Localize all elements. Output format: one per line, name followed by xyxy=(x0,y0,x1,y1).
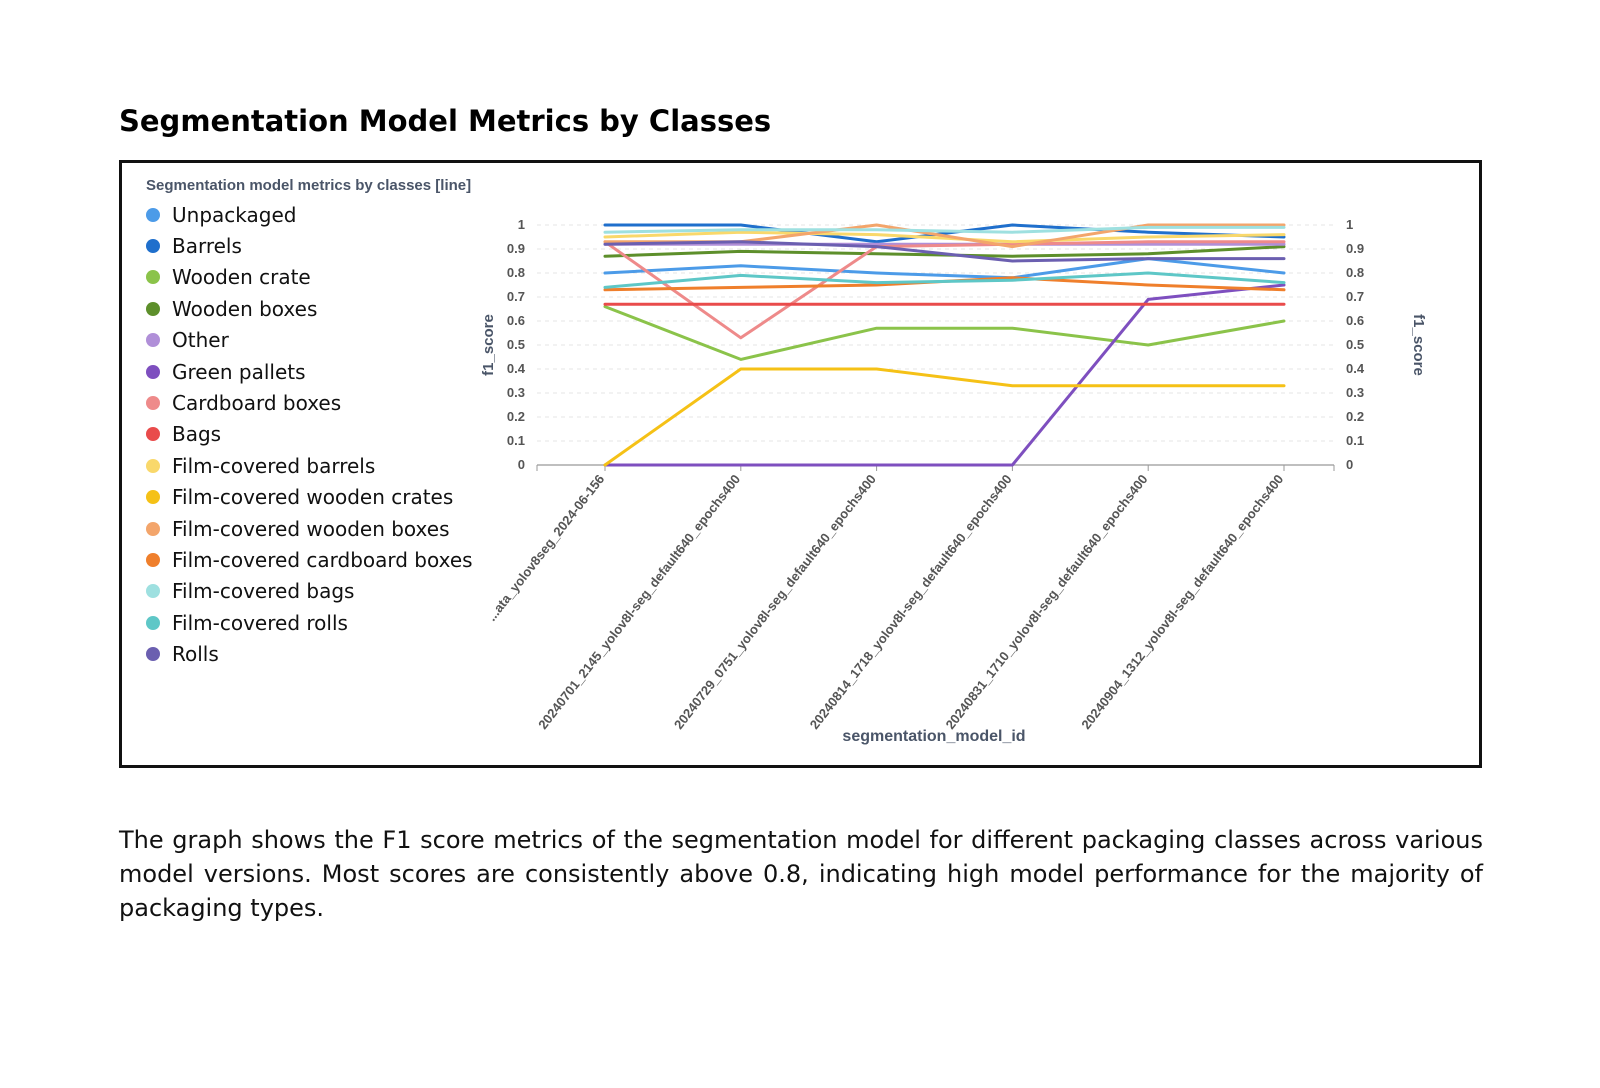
legend-item[interactable]: Rolls xyxy=(146,638,473,669)
legend-item[interactable]: Other xyxy=(146,325,473,356)
legend-item[interactable]: Green pallets xyxy=(146,356,473,387)
series-line-cardboard-boxes xyxy=(603,240,1286,340)
y-tick-label: 0.9 xyxy=(507,241,525,256)
legend-item[interactable]: Film-covered rolls xyxy=(146,607,473,638)
legend-swatch xyxy=(146,427,160,442)
chart-description: The graph shows the F1 score metrics of … xyxy=(119,826,1483,922)
legend-item[interactable]: Wooden boxes xyxy=(146,293,473,324)
legend-label: Wooden crate xyxy=(172,265,311,290)
y-tick-label: 0.8 xyxy=(507,265,525,280)
series-line-unpackaged xyxy=(603,257,1286,280)
series-line-barrels xyxy=(603,223,1286,244)
legend-label: Wooden boxes xyxy=(172,296,318,321)
series-line-film-covered-wooden-crates xyxy=(603,367,1286,467)
y-tick-label: 0.2 xyxy=(507,409,525,424)
legend-label: Cardboard boxes xyxy=(172,391,342,416)
y-axis-title-right: f1_score xyxy=(1410,314,1427,376)
series-line-film-covered-bags xyxy=(603,225,1286,234)
legend-swatch xyxy=(146,396,160,411)
legend-label: Film-covered wooden boxes xyxy=(172,516,450,541)
legend-label: Film-covered cardboard boxes xyxy=(172,547,473,572)
legend-label: Film-covered rolls xyxy=(172,610,348,635)
y-tick-label: 0.1 xyxy=(507,433,525,448)
legend-swatch xyxy=(146,615,160,630)
legend-label: Green pallets xyxy=(172,359,306,384)
legend-label: Other xyxy=(172,328,229,353)
series-line-rolls xyxy=(603,240,1286,263)
legend-label: Film-covered bags xyxy=(172,579,355,604)
y-tick-label: 0.3 xyxy=(507,385,525,400)
y-tick-label-right: 0.4 xyxy=(1346,361,1365,376)
legend-item[interactable]: Cardboard boxes xyxy=(146,387,473,418)
y-tick-label: 0.6 xyxy=(507,313,525,328)
legend-swatch xyxy=(146,521,160,536)
x-axis-title: segmentation_model_id xyxy=(842,728,1025,745)
legend-swatch xyxy=(146,239,160,254)
legend-label: Barrels xyxy=(172,234,242,259)
y-tick-label: 0 xyxy=(518,457,525,472)
y-tick-label: 1 xyxy=(518,217,525,232)
y-tick-label: 0.7 xyxy=(507,289,525,304)
legend-swatch xyxy=(146,552,160,567)
y-axis-title: f1_score xyxy=(480,314,497,376)
y-tick-label-right: 0.3 xyxy=(1346,385,1364,400)
y-tick-label-right: 0.2 xyxy=(1346,409,1364,424)
legend-label: Film-covered wooden crates xyxy=(172,485,454,510)
legend-swatch xyxy=(146,458,160,473)
y-tick-label-right: 0.1 xyxy=(1346,433,1364,448)
y-tick-label-right: 0 xyxy=(1346,457,1353,472)
legend-label: Rolls xyxy=(172,642,219,667)
legend-label: Unpackaged xyxy=(172,202,297,227)
chart-title: Segmentation model metrics by classes [l… xyxy=(146,177,472,194)
series-line-film-covered-rolls xyxy=(603,271,1286,289)
legend-swatch xyxy=(146,647,160,662)
y-tick-label-right: 1 xyxy=(1346,217,1353,232)
y-tick-label-right: 0.9 xyxy=(1346,241,1364,256)
series-line-film-covered-barrels xyxy=(603,230,1286,244)
y-tick-label-right: 0.7 xyxy=(1346,289,1364,304)
chart-container: Segmentation model metrics by classes [l… xyxy=(119,160,1482,768)
legend-item[interactable]: Barrels xyxy=(146,230,473,261)
legend-label: Bags xyxy=(172,422,222,447)
legend-item[interactable]: Film-covered cardboard boxes xyxy=(146,544,473,575)
y-tick-label-right: 0.8 xyxy=(1346,265,1364,280)
legend-item[interactable]: Film-covered wooden boxes xyxy=(146,513,473,544)
legend-swatch xyxy=(146,490,160,505)
series-line-wooden-crate xyxy=(603,305,1286,361)
legend-item[interactable]: Wooden crate xyxy=(146,262,473,293)
series-line-green-pallets xyxy=(603,283,1286,467)
legend-item[interactable]: Film-covered barrels xyxy=(146,450,473,481)
legend-swatch xyxy=(146,364,160,379)
legend-swatch xyxy=(146,301,160,316)
page-title: Segmentation Model Metrics by Classes xyxy=(119,104,772,138)
legend-item[interactable]: Film-covered bags xyxy=(146,576,473,607)
legend-swatch xyxy=(146,207,160,222)
legend-swatch xyxy=(146,584,160,599)
x-tick-label: ...ata_yolov8seg_2024-06-156 xyxy=(484,472,608,624)
legend-item[interactable]: Unpackaged xyxy=(146,199,473,230)
y-tick-label: 0.5 xyxy=(507,337,525,352)
y-tick-label-right: 0.6 xyxy=(1346,313,1364,328)
y-tick-label-right: 0.5 xyxy=(1346,337,1364,352)
legend-item[interactable]: Film-covered wooden crates xyxy=(146,482,473,513)
legend-swatch xyxy=(146,333,160,348)
chart-legend: Unpackaged Barrels Wooden crate Wooden boxe… xyxy=(146,199,473,670)
legend-label: Film-covered barrels xyxy=(172,453,376,478)
line-chart-plot: 0 0 0.1 0.1 0.2 0.2 0.3 0.3 0.4 0.4 0.5 0.5 0.6 0.6 0.… xyxy=(480,217,1427,745)
legend-item[interactable]: Bags xyxy=(146,419,473,450)
legend-swatch xyxy=(146,270,160,285)
y-tick-label: 0.4 xyxy=(507,361,526,376)
